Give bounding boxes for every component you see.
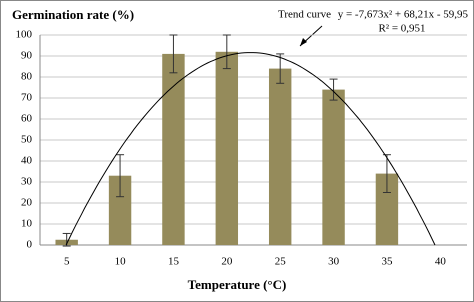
y-tick-label: 40 — [21, 155, 33, 167]
x-tick-label: 25 — [275, 256, 287, 268]
y-tick-label: 10 — [21, 218, 33, 230]
y-tick-label: 90 — [21, 50, 33, 62]
bar — [162, 53, 185, 246]
x-axis-label: Temperature (°C) — [188, 277, 287, 292]
y-tick-label: 100 — [16, 29, 33, 41]
x-tick-label: 35 — [381, 256, 393, 268]
y-tick-label: 50 — [21, 134, 33, 146]
arrow-head — [300, 38, 307, 46]
chart-title: Germination rate (%) — [12, 7, 134, 22]
x-tick-label: 15 — [168, 256, 180, 268]
y-tick-label: 60 — [21, 113, 33, 125]
bar — [375, 173, 399, 245]
error-bar — [382, 154, 391, 193]
trend-curve — [65, 52, 436, 246]
bar — [268, 68, 292, 245]
error-bar — [116, 154, 125, 198]
x-tick-label: 10 — [115, 256, 127, 268]
bar — [108, 175, 132, 245]
x-tick-label: 40 — [435, 256, 447, 268]
y-tick-label: 0 — [27, 239, 33, 251]
error-bar — [222, 34, 231, 70]
bar — [215, 51, 239, 245]
y-tick-label: 30 — [21, 176, 33, 188]
x-tick-label: 20 — [221, 256, 233, 268]
error-bar — [329, 78, 338, 101]
trend-r2: R² = 0,951 — [378, 23, 425, 35]
trend-equation: y = -7,673x² + 68,21x - 59,95 — [338, 9, 469, 21]
bar — [322, 89, 345, 245]
x-tick-label: 30 — [328, 256, 340, 268]
y-tick-label: 70 — [21, 92, 33, 104]
trend-label: Trend curve — [278, 9, 331, 21]
error-bar — [276, 53, 285, 84]
x-tick-label: 5 — [64, 256, 70, 268]
error-bar — [169, 34, 178, 74]
y-tick-label: 80 — [21, 71, 33, 83]
y-tick-label: 20 — [21, 197, 33, 209]
